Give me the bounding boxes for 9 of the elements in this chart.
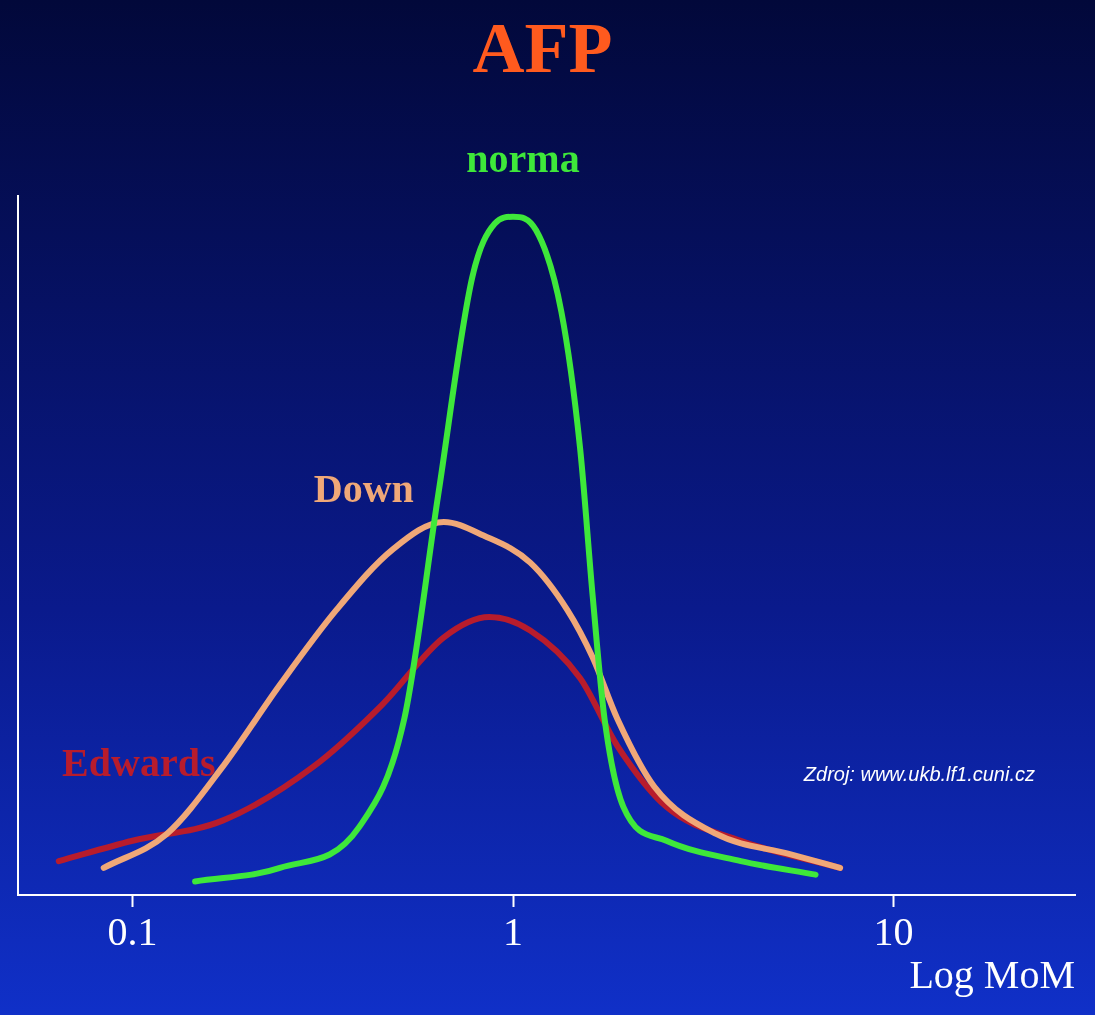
x-tick-label: 1 (503, 908, 523, 954)
series-label: Edwards (62, 740, 216, 786)
x-tick-label: 0.1 (107, 908, 158, 954)
chart-title: AFP (472, 7, 613, 88)
annotation: Zdroj: www.ukb.lf1.cuni.cz (802, 762, 1035, 785)
x-tick-label: 10 (873, 908, 914, 954)
series-label: Down (313, 466, 414, 512)
x-axis-title: Log MoM (909, 951, 1075, 997)
series-label: norma (466, 136, 580, 182)
